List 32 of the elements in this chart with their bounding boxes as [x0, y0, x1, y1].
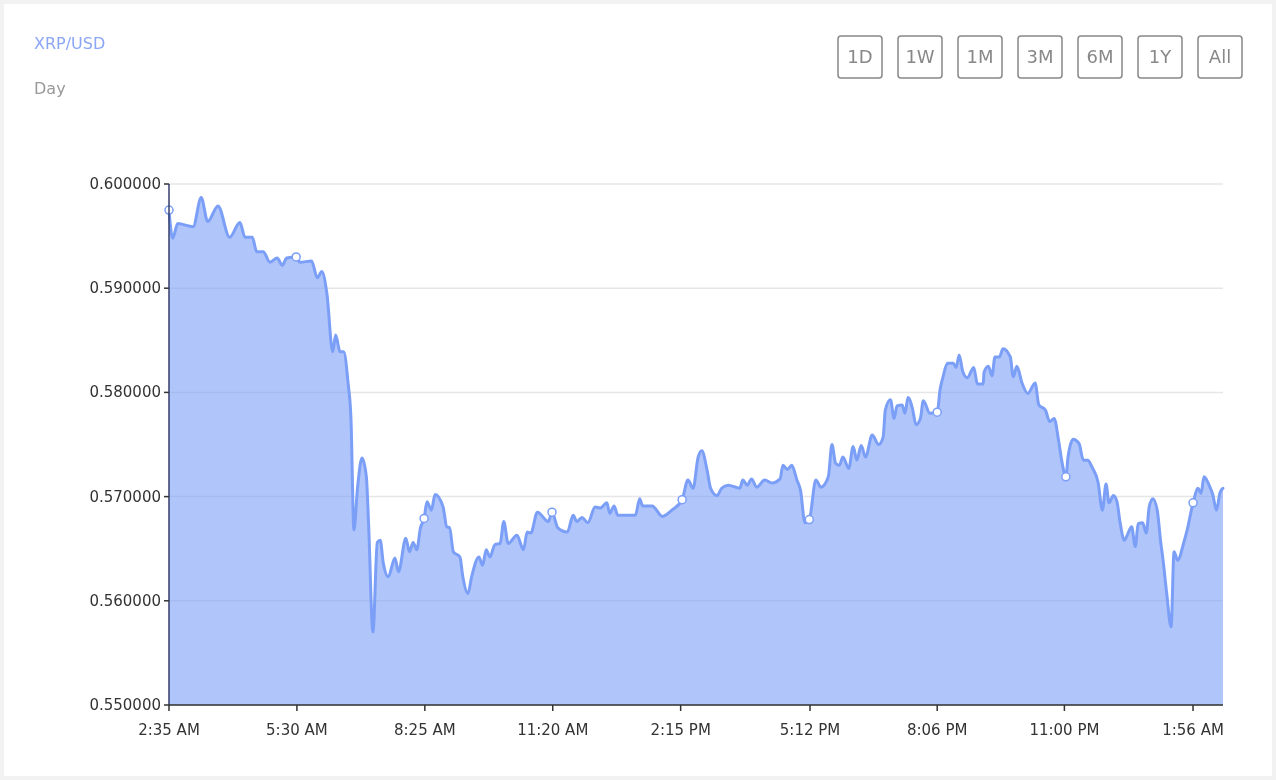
- point: [291, 252, 301, 262]
- button: All: [1197, 35, 1243, 79]
- x-tick-label: 1:56 AM: [1162, 721, 1224, 739]
- x-tick-label: 11:20 AM: [517, 721, 589, 739]
- point: [419, 513, 429, 524]
- button: 1Y: [1137, 35, 1183, 79]
- y-tick-label: 0.570000: [89, 487, 161, 506]
- x-tick-label: 5:12 PM: [779, 721, 841, 739]
- y-tick-label: 0.600000: [89, 175, 161, 193]
- button: 6M: [1077, 35, 1123, 79]
- point: [804, 514, 815, 525]
- x-tick-label: 11:00 PM: [1029, 721, 1100, 739]
- x-tick-label: 2:15 PM: [650, 721, 711, 739]
- point: [1188, 498, 1198, 508]
- y-tick-label: 0.580000: [89, 383, 161, 402]
- point: [1061, 472, 1071, 482]
- chart-title: XRP/USD: [34, 34, 106, 53]
- chart-subtitle: Day: [34, 79, 66, 98]
- y-tick-label: 0.550000: [89, 696, 161, 714]
- y-tick-label: 0.560000: [89, 591, 161, 610]
- x-tick-label: 5:30 AM: [266, 721, 328, 739]
- button: 3M: [1017, 35, 1063, 79]
- point: [932, 407, 942, 417]
- point: [547, 507, 557, 517]
- y-tick-label: 0.590000: [89, 279, 161, 298]
- x-tick-label: 8:25 AM: [394, 721, 456, 739]
- button: 1W: [897, 35, 943, 79]
- point: [677, 494, 687, 505]
- x-tick-label: 2:35 AM: [138, 721, 200, 739]
- x-tick-label: 8:06 PM: [906, 721, 968, 739]
- button: 1M: [957, 35, 1003, 79]
- button: 1D: [837, 35, 883, 79]
